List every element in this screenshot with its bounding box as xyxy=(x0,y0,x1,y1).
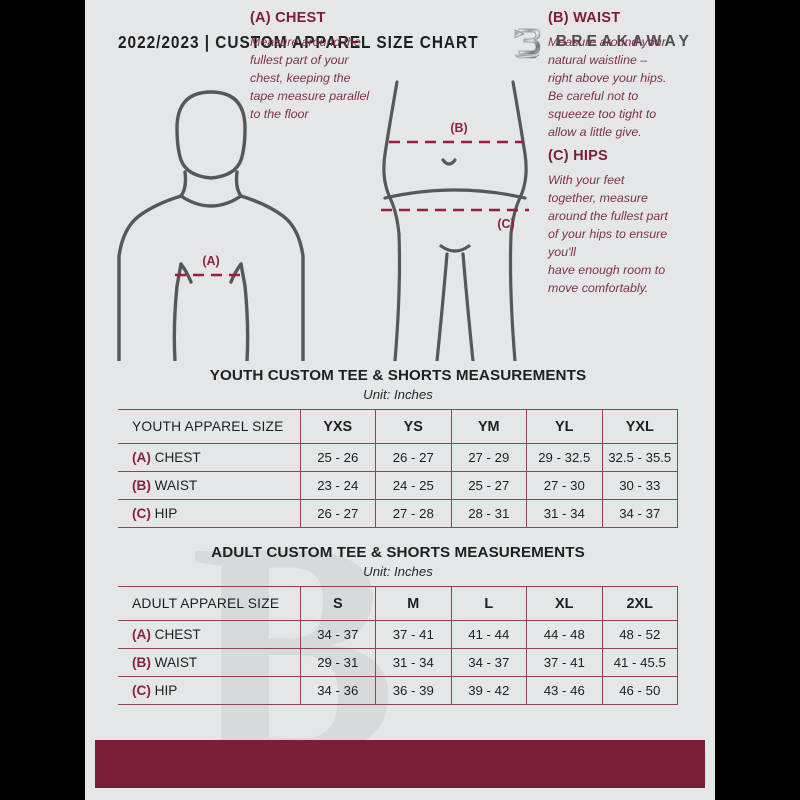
youth-size-table-block: YOUTH CUSTOM TEE & SHORTS MEASUREMENTS U… xyxy=(118,367,678,528)
row-tag: (C) xyxy=(132,683,151,698)
adult-size-table: ADULT APPAREL SIZE S M L XL 2XL (A) CHES… xyxy=(118,586,678,705)
youth-col-1: YXS xyxy=(299,409,376,444)
table-row: (B) WAIST 29 - 31 31 - 34 34 - 37 37 - 4… xyxy=(118,648,678,677)
adult-col-1: S xyxy=(299,586,376,621)
adult-col-4: XL xyxy=(526,586,603,621)
row-name: CHEST xyxy=(150,627,201,642)
adult-waist-s: 29 - 31 xyxy=(299,648,376,677)
adult-col-5: 2XL xyxy=(601,586,678,621)
adult-chest-l: 41 - 44 xyxy=(450,620,527,649)
table-row: (C) HIP 26 - 27 27 - 28 28 - 31 31 - 34 … xyxy=(118,499,678,528)
instruction-waist-title: (B) WAIST xyxy=(548,10,621,26)
adult-hip-xl: 43 - 46 xyxy=(526,676,603,705)
youth-row-label-hip: (C) HIP xyxy=(118,499,300,528)
instruction-chest-body: Measure around the fullest part of your … xyxy=(250,35,370,121)
instruction-waist-body: Measure around your natural waistline – … xyxy=(548,35,667,139)
waist-measure-label: (B) xyxy=(450,121,467,135)
youth-waist-ys: 24 - 25 xyxy=(375,471,452,500)
adult-table-unit: Unit: Inches xyxy=(363,564,433,579)
adult-col-3: L xyxy=(450,586,527,621)
instruction-chest-title: (A) CHEST xyxy=(250,10,326,26)
row-tag: (A) xyxy=(132,627,151,642)
youth-chest-ym: 27 - 29 xyxy=(450,443,527,472)
table-row: (A) CHEST 25 - 26 26 - 27 27 - 29 29 - 3… xyxy=(118,443,678,472)
breakaway-b-monogram-icon xyxy=(514,28,541,59)
adult-chest-m: 37 - 41 xyxy=(375,620,452,649)
adult-size-table-block: ADULT CUSTOM TEE & SHORTS MEASUREMENTS U… xyxy=(118,544,678,705)
adult-waist-xl: 37 - 41 xyxy=(526,648,603,677)
youth-waist-yxs: 23 - 24 xyxy=(299,471,376,500)
youth-col-2: YS xyxy=(375,409,452,444)
row-name: HIP xyxy=(150,506,178,521)
row-name: HIP xyxy=(150,683,178,698)
adult-hip-2xl: 46 - 50 xyxy=(601,676,678,705)
torso-diagram: (A) xyxy=(117,90,305,361)
adult-row-label-hip: (C) HIP xyxy=(118,676,300,705)
table-header-row: YOUTH APPAREL SIZE YXS YS YM YL YXL xyxy=(118,409,678,444)
adult-waist-2xl: 41 - 45.5 xyxy=(601,648,678,677)
youth-hip-ys: 27 - 28 xyxy=(375,499,452,528)
adult-table-title: ADULT CUSTOM TEE & SHORTS MEASUREMENTS xyxy=(211,544,585,561)
youth-table-title: YOUTH CUSTOM TEE & SHORTS MEASUREMENTS xyxy=(209,367,587,384)
row-tag: (B) xyxy=(132,655,151,670)
instruction-hips-title: (C) HIPS xyxy=(548,148,608,164)
youth-waist-ym: 25 - 27 xyxy=(450,471,527,500)
adult-chest-xl: 44 - 48 xyxy=(526,620,603,649)
instruction-chest: (A) CHEST Measure around the fullest par… xyxy=(250,10,398,124)
adult-hip-l: 39 - 42 xyxy=(450,676,527,705)
youth-chest-yxs: 25 - 26 xyxy=(299,443,376,472)
youth-chest-ys: 26 - 27 xyxy=(375,443,452,472)
adult-waist-m: 31 - 34 xyxy=(375,648,452,677)
youth-col-4: YL xyxy=(526,409,603,444)
page-header: 2022/2023 | CUSTOM APPAREL SIZE CHART xyxy=(85,22,715,62)
youth-col-5: YXL xyxy=(601,409,678,444)
youth-chest-yxl: 32.5 - 35.5 xyxy=(601,443,678,472)
adult-chest-2xl: 48 - 52 xyxy=(601,620,678,649)
adult-waist-l: 34 - 37 xyxy=(450,648,527,677)
chest-measure-label: (A) xyxy=(202,254,219,268)
chart-sheet: B 2022/2023 | CUSTOM APPAREL SIZE CHART xyxy=(85,0,715,800)
lower-body-diagram: (B) (C) xyxy=(381,80,529,361)
youth-row-label-chest: (A) CHEST xyxy=(118,443,300,472)
instruction-hips-body: With your feet together, measure around … xyxy=(548,173,668,295)
youth-col-3: YM xyxy=(450,409,527,444)
brand-logo: BREAKAWAY xyxy=(513,25,693,59)
page-title: 2022/2023 | CUSTOM APPAREL SIZE CHART xyxy=(118,31,479,52)
adult-row-label-waist: (B) WAIST xyxy=(118,648,300,677)
youth-table-unit: Unit: Inches xyxy=(363,387,433,402)
body-diagrams: (A) (B) (C) xyxy=(85,72,715,362)
youth-hip-yxl: 34 - 37 xyxy=(601,499,678,528)
youth-hip-ym: 28 - 31 xyxy=(450,499,527,528)
adult-header-label: ADULT APPAREL SIZE xyxy=(118,586,300,621)
row-name: CHEST xyxy=(150,450,201,465)
youth-row-label-waist: (B) WAIST xyxy=(118,471,300,500)
adult-row-label-chest: (A) CHEST xyxy=(118,620,300,649)
table-row: (C) HIP 34 - 36 36 - 39 39 - 42 43 - 46 … xyxy=(118,676,678,705)
youth-header-label: YOUTH APPAREL SIZE xyxy=(118,409,300,444)
instruction-hips: (C) HIPS With your feet together, measur… xyxy=(548,148,706,298)
youth-waist-yxl: 30 - 33 xyxy=(601,471,678,500)
youth-hip-yxs: 26 - 27 xyxy=(299,499,376,528)
row-tag: (C) xyxy=(132,506,151,521)
adult-col-2: M xyxy=(375,586,452,621)
adult-hip-s: 34 - 36 xyxy=(299,676,376,705)
row-name: WAIST xyxy=(150,655,198,670)
youth-waist-yl: 27 - 30 xyxy=(526,471,603,500)
youth-size-table: YOUTH APPAREL SIZE YXS YS YM YL YXL (A) … xyxy=(118,409,678,528)
brand-name: BREAKAWAY xyxy=(555,33,693,50)
table-row: (A) CHEST 34 - 37 37 - 41 41 - 44 44 - 4… xyxy=(118,620,678,649)
adult-hip-m: 36 - 39 xyxy=(375,676,452,705)
adult-chest-s: 34 - 37 xyxy=(299,620,376,649)
footer-bar xyxy=(95,740,705,788)
youth-hip-yl: 31 - 34 xyxy=(526,499,603,528)
table-row: (B) WAIST 23 - 24 24 - 25 25 - 27 27 - 3… xyxy=(118,471,678,500)
table-header-row: ADULT APPAREL SIZE S M L XL 2XL xyxy=(118,586,678,621)
row-name: WAIST xyxy=(150,478,198,493)
instruction-waist: (B) WAIST Measure around your natural wa… xyxy=(548,10,703,142)
row-tag: (B) xyxy=(132,478,151,493)
youth-chest-yl: 29 - 32.5 xyxy=(526,443,603,472)
row-tag: (A) xyxy=(132,450,151,465)
hip-measure-label: (C) xyxy=(497,217,514,231)
